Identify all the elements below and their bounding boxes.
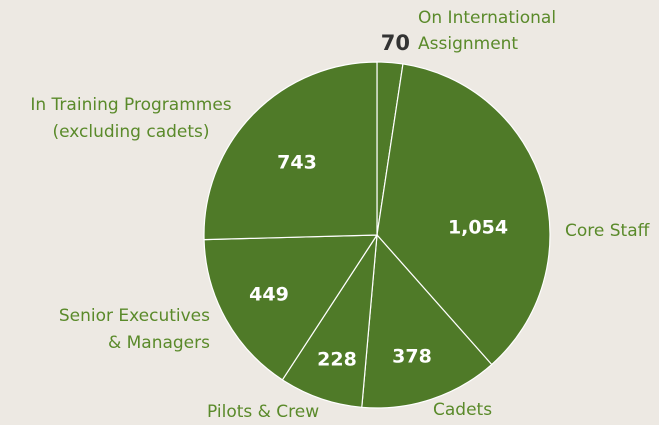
slice-label: On International — [418, 8, 556, 28]
value-label: 449 — [249, 284, 289, 306]
value-label: 70 — [381, 31, 410, 55]
value-label: 743 — [277, 152, 317, 174]
value-label: 228 — [317, 349, 357, 371]
slice-label: Core Staff — [565, 221, 651, 241]
slice-label: Senior Executives — [59, 306, 210, 326]
slice-label: & Managers — [108, 333, 210, 353]
pie-slice — [376, 63, 551, 366]
pie-slice — [203, 61, 378, 241]
pie-slice — [203, 234, 379, 381]
slice-label: In Training Programmes — [30, 95, 231, 115]
slice-label: Cadets — [433, 400, 492, 420]
pie-slice — [361, 233, 493, 409]
slice-label: (excluding cadets) — [52, 122, 209, 142]
value-label: 1,054 — [448, 217, 508, 239]
value-label: 378 — [392, 346, 432, 368]
slice-label: Assignment — [418, 34, 518, 54]
slice-label: Pilots & Crew — [207, 402, 319, 422]
